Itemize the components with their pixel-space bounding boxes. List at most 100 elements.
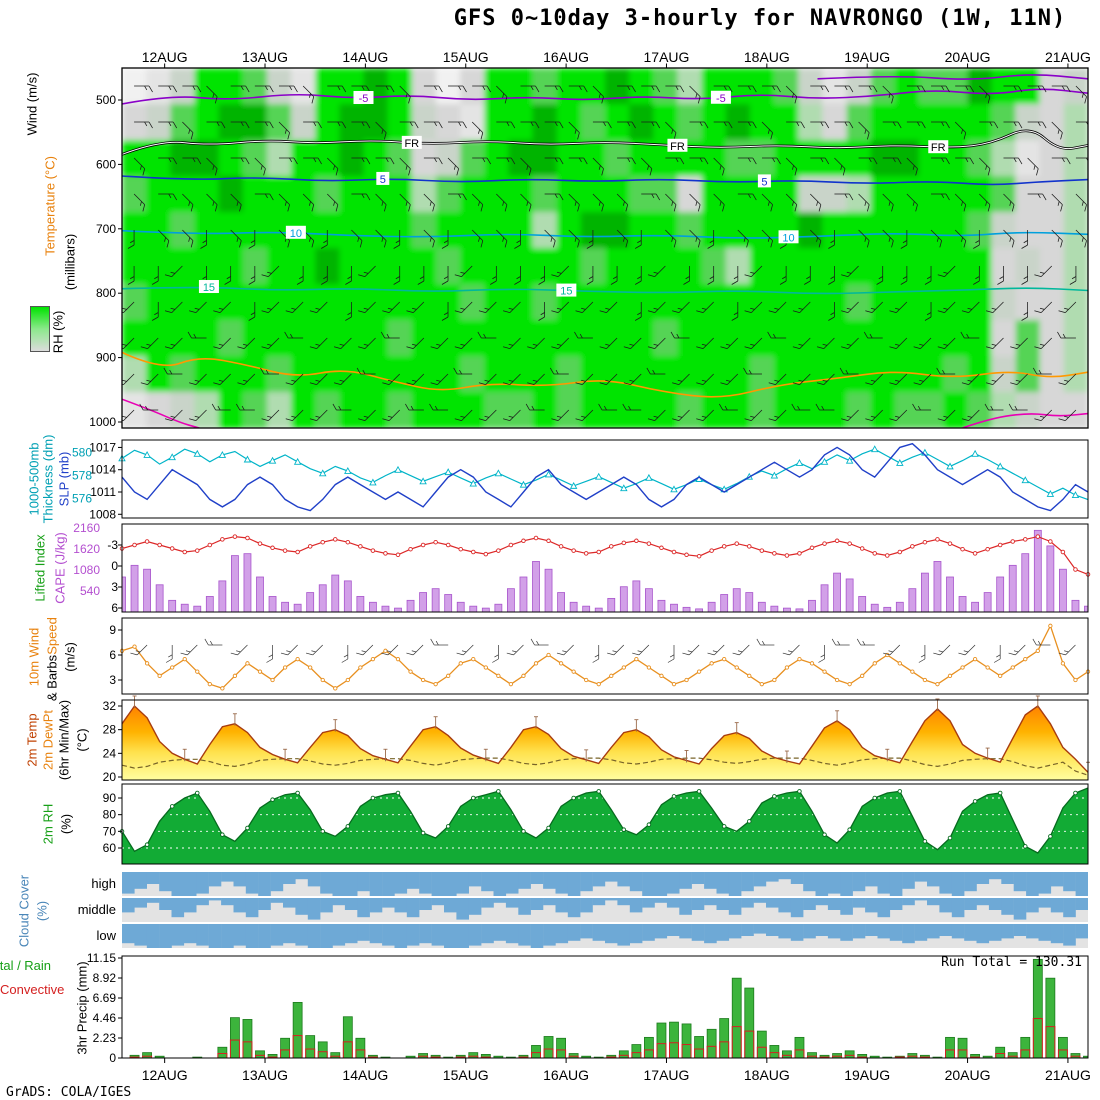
ylabel-thickness-1: 1000-500mb	[26, 442, 42, 516]
svg-text:540: 540	[80, 584, 100, 598]
svg-text:20AUG: 20AUG	[945, 1067, 991, 1083]
ylabel-dewpt2m: 2m DewPt	[40, 710, 56, 770]
wind10m-barbs	[122, 638, 1076, 663]
svg-text:90: 90	[103, 791, 117, 805]
legend-convective: Convective	[0, 982, 65, 997]
svg-text:19AUG: 19AUG	[844, 1067, 890, 1083]
ylabel-thickness-2: Thickness (dm)	[40, 434, 56, 524]
svg-text:FR: FR	[404, 138, 419, 150]
svg-text:13AUG: 13AUG	[242, 49, 288, 65]
svg-text:12AUG: 12AUG	[142, 49, 188, 65]
svg-text:1620: 1620	[73, 542, 100, 556]
ylabel-temperature: Temperature (°C)	[42, 156, 58, 256]
ylabel-wind10m-unit: (m/s)	[62, 642, 78, 672]
svg-text:700: 700	[96, 222, 116, 236]
svg-text:12AUG: 12AUG	[142, 1067, 188, 1083]
svg-text:580: 580	[72, 446, 92, 460]
svg-text:3: 3	[109, 673, 116, 687]
svg-text:FR: FR	[931, 142, 946, 154]
ylabel-rh: RH (%)	[50, 310, 66, 354]
svg-text:0: 0	[109, 1051, 116, 1065]
cape-li-panel: 2160 1620 1080 540 -3 0 3 6	[73, 521, 1091, 615]
ylabel-lifted-index: Lifted Index	[32, 534, 48, 602]
svg-text:15AUG: 15AUG	[443, 49, 489, 65]
temperature-contours	[122, 74, 1088, 428]
svg-text:500: 500	[96, 93, 116, 107]
svg-text:32: 32	[103, 699, 117, 713]
svg-text:9: 9	[109, 623, 116, 637]
svg-text:80: 80	[103, 808, 117, 822]
cloud-bars-high	[122, 872, 1088, 896]
date-axis: 12AUG 12AUG 13AUG 13AUG 14AUG 14AUG 15AUG 15AUG…	[142, 49, 1091, 1083]
svg-text:low: low	[96, 928, 116, 943]
svg-text:10: 10	[782, 232, 794, 244]
svg-text:578: 578	[72, 469, 92, 483]
svg-text:5: 5	[380, 174, 386, 186]
chart-title: GFS 0~10day 3-hourly for NAVRONGO (1W, 1…	[453, 6, 1067, 31]
svg-text:20: 20	[103, 770, 117, 784]
svg-text:16AUG: 16AUG	[543, 1067, 589, 1083]
svg-text:15: 15	[560, 286, 572, 298]
svg-text:1000: 1000	[89, 415, 116, 429]
svg-text:1011: 1011	[90, 485, 116, 499]
svg-text:6: 6	[111, 601, 118, 615]
svg-text:20AUG: 20AUG	[945, 49, 991, 65]
ylabel-millibars: (millibars)	[62, 233, 78, 291]
svg-text:5: 5	[761, 176, 767, 188]
ylabel-cloud: Cloud Cover	[16, 874, 32, 948]
svg-text:28: 28	[103, 723, 117, 737]
svg-text:3: 3	[111, 580, 118, 594]
svg-text:14AUG: 14AUG	[342, 49, 388, 65]
svg-text:middle: middle	[78, 902, 116, 917]
svg-text:high: high	[91, 876, 116, 891]
grads-credit: GrADS: COLA/IGES	[6, 1085, 132, 1100]
ylabel-wind-ms: Wind (m/s)	[24, 72, 40, 136]
svg-text:14AUG: 14AUG	[342, 1067, 388, 1083]
svg-text:13AUG: 13AUG	[242, 1067, 288, 1083]
precip-panel: 11.15 8.92 6.69 4.46 2.23 0 Run Total = 130.31	[87, 951, 1089, 1065]
ylabel-rh2m-unit: (%)	[58, 813, 74, 835]
svg-text:18AUG: 18AUG	[744, 1067, 790, 1083]
temp-dewpt-panel: 32 28 24 20	[103, 695, 1090, 784]
rh2m-panel: 90 80 70 60	[103, 783, 1089, 865]
ylabel-wind10m-barbs: & Barbs	[44, 654, 60, 702]
ylabel-precip: 3hr Precip (mm)	[74, 961, 90, 1055]
svg-text:6.69: 6.69	[93, 991, 117, 1005]
svg-text:-3: -3	[107, 538, 118, 552]
svg-text:21AUG: 21AUG	[1045, 1067, 1091, 1083]
svg-text:576: 576	[72, 492, 92, 506]
svg-text:11.15: 11.15	[87, 951, 116, 965]
rh-area	[122, 788, 1088, 864]
svg-text:16AUG: 16AUG	[543, 49, 589, 65]
wind-barbs	[122, 85, 1088, 421]
svg-text:0: 0	[111, 559, 118, 573]
svg-text:Run Total = 130.31: Run Total = 130.31	[941, 955, 1082, 970]
svg-text:15: 15	[203, 282, 215, 294]
ylabel-temp2m: 2m Temp	[24, 713, 40, 767]
cloud-bars-low	[122, 924, 1088, 948]
svg-text:4.46: 4.46	[93, 1011, 117, 1025]
ylabel-temp-unit: (°C)	[74, 728, 90, 752]
svg-text:1008: 1008	[89, 507, 116, 521]
cloud-bars-middle	[122, 898, 1088, 920]
svg-text:70: 70	[103, 824, 117, 838]
ylabel-slp: SLP (mb)	[56, 451, 72, 507]
svg-text:17AUG: 17AUG	[644, 49, 690, 65]
svg-text:FR: FR	[670, 141, 685, 153]
svg-text:17AUG: 17AUG	[644, 1067, 690, 1083]
ylabel-wind10m: 10m Wind	[26, 627, 42, 687]
svg-text:8.92: 8.92	[93, 971, 117, 985]
svg-text:2160: 2160	[73, 521, 100, 535]
svg-text:6: 6	[109, 648, 116, 662]
rh-colorbar	[30, 306, 50, 352]
ylabel-wind10m-speed: Speed	[44, 617, 60, 655]
cross-section-panel: -5 -5 FR FR FR 5 5 10 10 15 15 500 600 700 800 900 1000	[89, 67, 1089, 429]
svg-text:24: 24	[103, 746, 117, 760]
svg-text:2.23: 2.23	[93, 1031, 117, 1045]
precip-bars	[129, 958, 1088, 1059]
wind10m-panel: 9 6 3	[109, 617, 1091, 695]
cape-bars	[122, 529, 1088, 613]
svg-text:15AUG: 15AUG	[443, 1067, 489, 1083]
